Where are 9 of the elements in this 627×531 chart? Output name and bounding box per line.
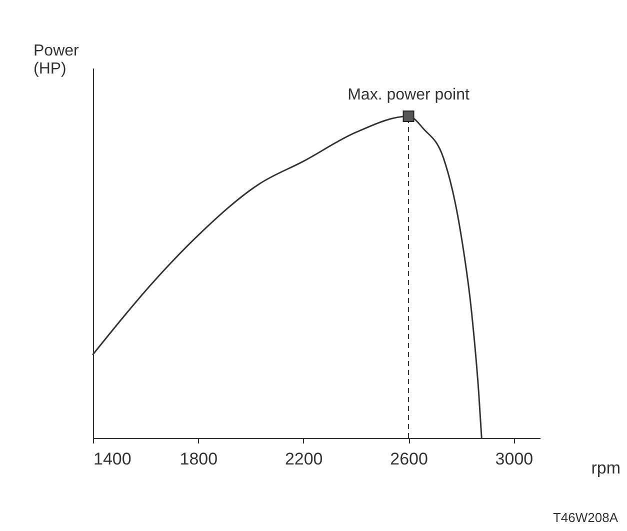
y-axis-title: Power (HP) [34, 42, 80, 78]
x-tick-label: 2200 [284, 450, 323, 468]
annotation: Max. power point [348, 86, 470, 104]
x-tick-label: 1400 [94, 450, 132, 468]
x-tick-label: 1800 [180, 450, 218, 468]
text: T46W208A [552, 510, 618, 525]
x-tick-label: 3000 [495, 450, 534, 468]
x-axis-title: rpm [591, 458, 620, 478]
x-tick-label: 2600 [390, 450, 428, 468]
